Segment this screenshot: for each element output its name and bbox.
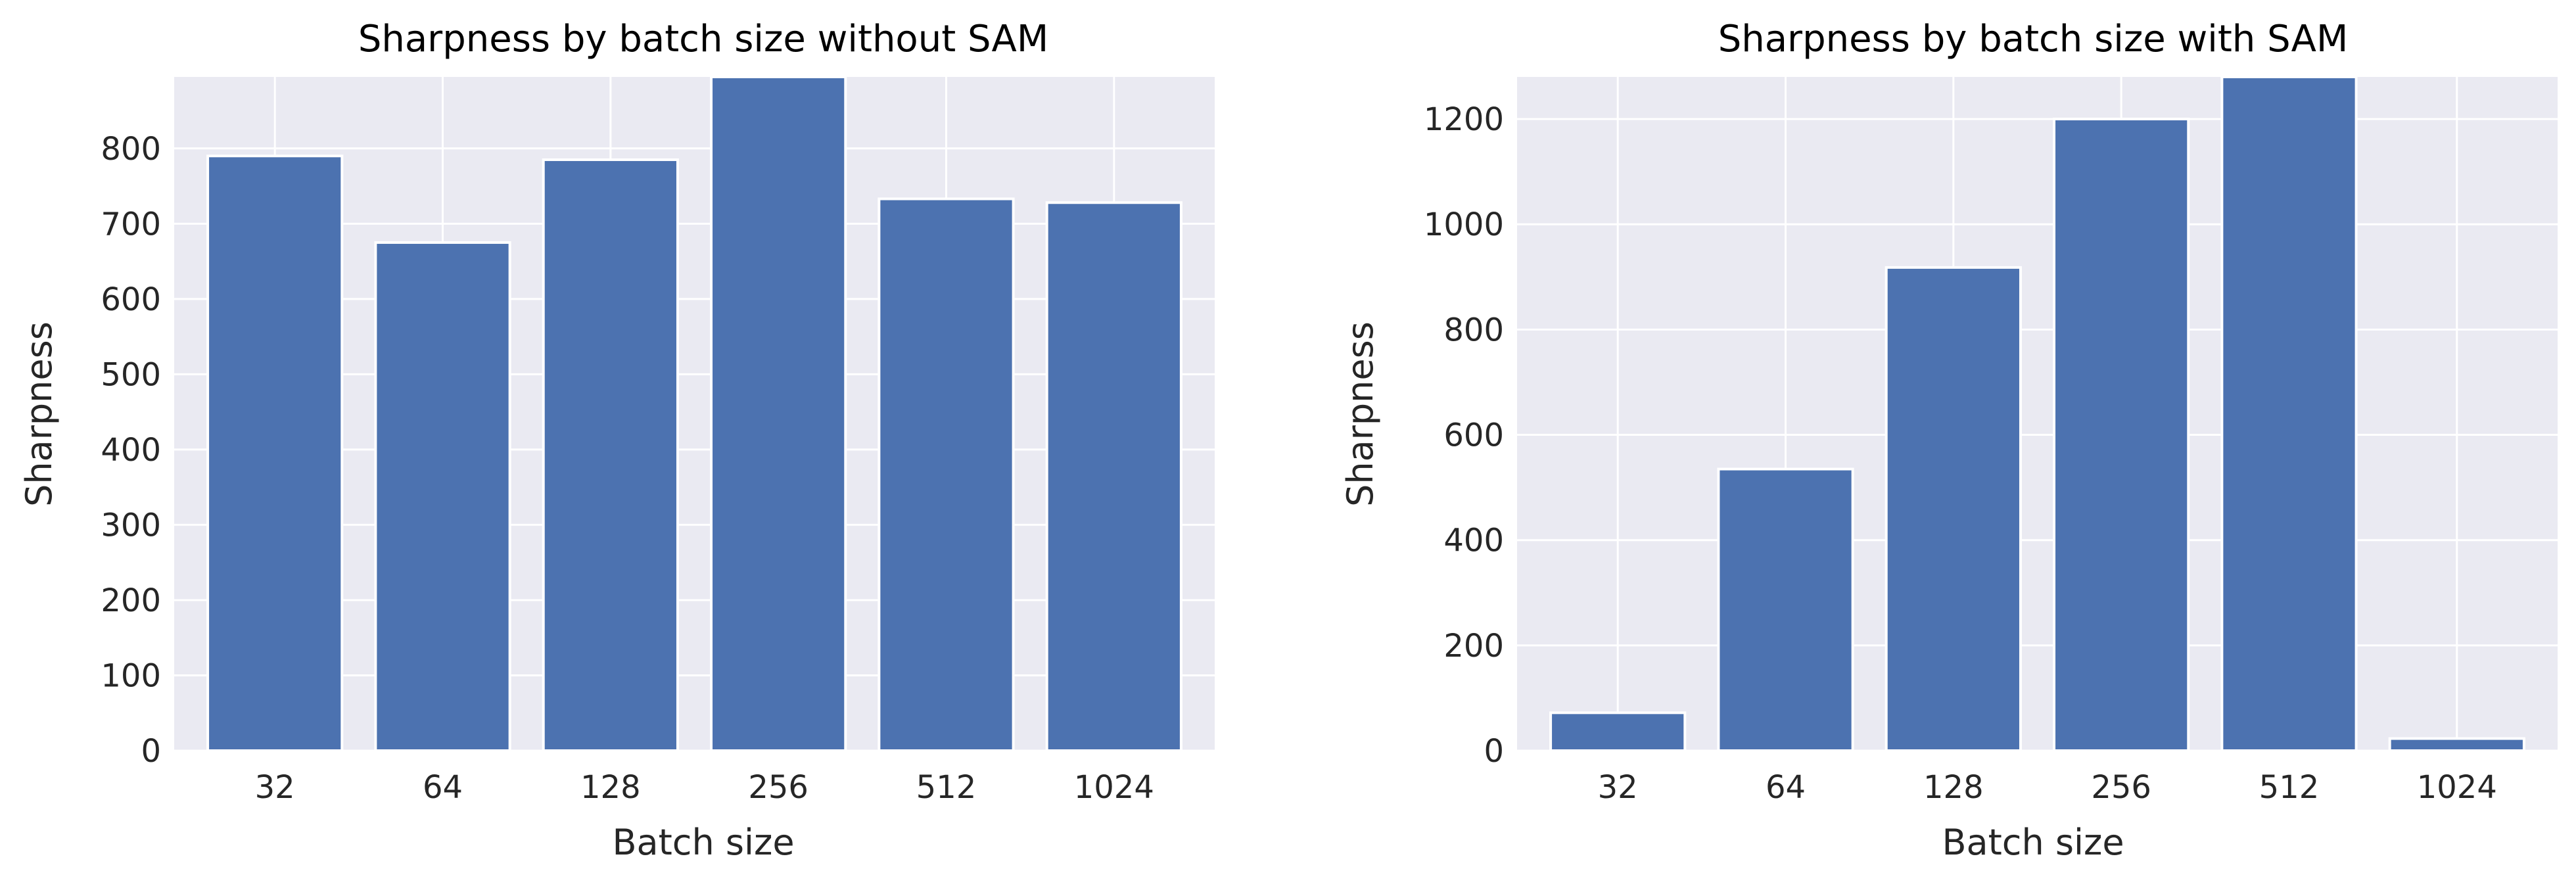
y-tick-label: 200 <box>1443 628 1504 665</box>
bar-1024 <box>2388 737 2525 752</box>
y-tick-label: 400 <box>1443 523 1504 559</box>
y-tick-labels: 0 200 400 600 800 1000 1200 <box>1424 101 1504 770</box>
y-axis-label: Sharpness <box>1340 321 1381 507</box>
x-tick-label: 1024 <box>1074 769 1154 806</box>
y-tick-labels: 0 100 200 300 400 500 600 700 800 <box>101 131 161 770</box>
bar-256 <box>2053 118 2190 752</box>
x-tick-label: 32 <box>255 769 295 806</box>
x-tick-label: 64 <box>423 769 463 806</box>
y-tick-label: 500 <box>101 356 161 393</box>
y-tick-label: 600 <box>101 281 161 318</box>
y-tick-label: 100 <box>101 657 161 694</box>
chart-without-sam: 32 64 128 256 512 1024 0 100 200 300 400 500 600 700… <box>18 18 1215 863</box>
y-tick-label: 400 <box>101 432 161 469</box>
x-tick-label: 128 <box>580 769 641 806</box>
bar-64 <box>374 241 511 752</box>
x-tick-label: 256 <box>748 769 808 806</box>
x-tick-label: 512 <box>2259 769 2320 806</box>
x-tick-label: 512 <box>916 769 977 806</box>
bar-512 <box>878 197 1015 753</box>
x-tick-label: 32 <box>1598 769 1638 806</box>
bar-512 <box>2220 76 2358 752</box>
bar-256 <box>710 76 847 752</box>
x-tick-labels: 32 64 128 256 512 1024 <box>255 769 1154 806</box>
y-tick-label: 800 <box>101 131 161 168</box>
y-tick-label: 300 <box>101 507 161 544</box>
bar-128 <box>542 158 679 752</box>
chart-title: Sharpness by batch size with SAM <box>1718 18 2349 60</box>
plot-area <box>1517 77 2558 751</box>
x-axis-label: Batch size <box>612 822 794 863</box>
x-tick-labels: 32 64 128 256 512 1024 <box>1598 769 2497 806</box>
y-tick-label: 200 <box>101 582 161 619</box>
bar-1024 <box>1045 201 1183 753</box>
x-tick-label: 1024 <box>2417 769 2497 806</box>
bar-64 <box>1717 467 1854 752</box>
y-tick-label: 600 <box>1443 417 1504 454</box>
x-axis-label: Batch size <box>1942 822 2124 863</box>
chart-title: Sharpness by batch size without SAM <box>358 18 1048 60</box>
y-tick-label: 1200 <box>1424 101 1504 138</box>
x-tick-label: 64 <box>1766 769 1806 806</box>
bars <box>206 76 1183 753</box>
bar-32 <box>1549 711 1687 752</box>
x-tick-label: 128 <box>1923 769 1984 806</box>
bars <box>1549 76 2525 752</box>
grid <box>1517 77 2558 752</box>
y-tick-label: 700 <box>101 206 161 243</box>
plot-area <box>174 77 1215 751</box>
bar-32 <box>206 154 344 752</box>
y-tick-label: 800 <box>1443 312 1504 348</box>
x-tick-label: 256 <box>2091 769 2151 806</box>
bar-128 <box>1885 266 2022 752</box>
y-tick-label: 0 <box>141 733 161 770</box>
y-axis-label: Sharpness <box>18 321 60 507</box>
y-tick-label: 0 <box>1484 733 1504 770</box>
y-tick-label: 1000 <box>1424 206 1504 243</box>
chart-with-sam: 32 64 128 256 512 1024 020040060080010001200 … <box>1340 18 2558 863</box>
